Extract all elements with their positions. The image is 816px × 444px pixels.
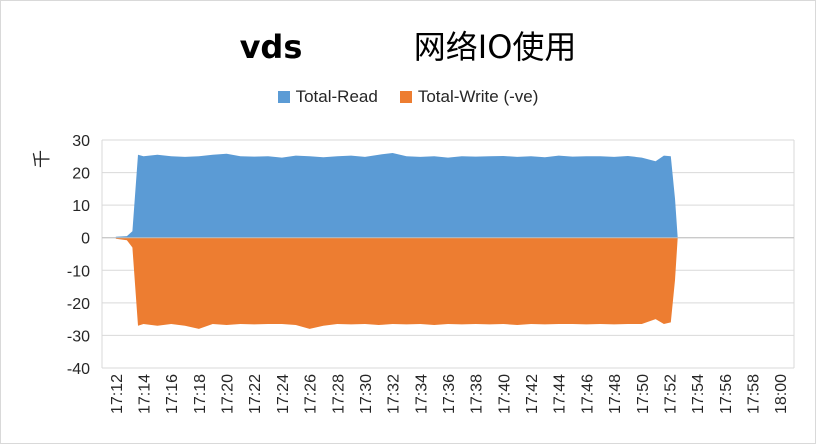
x-tick-label-2: 17:16 bbox=[164, 374, 181, 414]
y-tick-label-1: 20 bbox=[72, 166, 90, 183]
x-tick-label-10: 17:32 bbox=[386, 374, 403, 414]
y-tick-label-3: 0 bbox=[81, 231, 90, 248]
legend-label-read: Total-Read bbox=[295, 87, 378, 106]
x-tick-label-22: 17:56 bbox=[718, 374, 735, 414]
x-tick-label-1: 17:14 bbox=[137, 374, 154, 414]
x-tick-label-18: 17:48 bbox=[607, 374, 624, 414]
legend-label-write: Total-Write (-ve) bbox=[417, 87, 539, 106]
y-tick-label-0: 30 bbox=[72, 133, 90, 150]
series-area-1 bbox=[115, 237, 678, 329]
legend-swatch-read bbox=[277, 91, 290, 103]
y-tick-label-4: -10 bbox=[67, 263, 90, 280]
legend-item-read: Total-Read bbox=[277, 87, 378, 107]
x-tick-label-13: 17:38 bbox=[469, 374, 486, 414]
chart-title-latin: vds bbox=[239, 28, 303, 66]
y-tick-label-2: 10 bbox=[72, 198, 90, 215]
legend-item-write: Total-Write (-ve) bbox=[399, 87, 539, 107]
x-tick-label-8: 17:28 bbox=[330, 374, 347, 414]
x-tick-label-20: 17:52 bbox=[662, 374, 679, 414]
x-tick-label-17: 17:46 bbox=[579, 374, 596, 414]
x-tick-label-3: 17:18 bbox=[192, 374, 209, 414]
x-tick-label-11: 17:34 bbox=[413, 374, 430, 414]
x-tick-label-0: 17:12 bbox=[109, 374, 126, 414]
x-tick-label-23: 17:58 bbox=[745, 374, 762, 414]
chart-title-cjk: 网络IO使用 bbox=[413, 28, 577, 66]
x-tick-label-15: 17:42 bbox=[524, 374, 541, 414]
legend: Total-Read Total-Write (-ve) bbox=[0, 87, 816, 107]
x-tick-label-7: 17:26 bbox=[303, 374, 320, 414]
x-tick-label-4: 17:20 bbox=[220, 374, 237, 414]
legend-swatch-write bbox=[399, 91, 412, 103]
series-area-0 bbox=[115, 153, 678, 238]
y-tick-label-7: -40 bbox=[67, 361, 90, 378]
x-tick-label-12: 17:36 bbox=[441, 374, 458, 414]
x-tick-label-24: 18:00 bbox=[773, 374, 790, 414]
x-tick-label-6: 17:24 bbox=[275, 374, 292, 414]
x-tick-label-21: 17:54 bbox=[690, 374, 707, 414]
chart-title: vds 网络IO使用 bbox=[0, 22, 816, 68]
x-tick-label-9: 17:30 bbox=[358, 374, 375, 414]
x-tick-label-14: 17:40 bbox=[496, 374, 513, 414]
y-tick-label-5: -20 bbox=[67, 296, 90, 313]
x-tick-label-19: 17:50 bbox=[635, 374, 652, 414]
x-tick-label-5: 17:22 bbox=[247, 374, 264, 414]
y-tick-label-6: -30 bbox=[67, 328, 90, 345]
x-tick-label-16: 17:44 bbox=[552, 374, 569, 414]
